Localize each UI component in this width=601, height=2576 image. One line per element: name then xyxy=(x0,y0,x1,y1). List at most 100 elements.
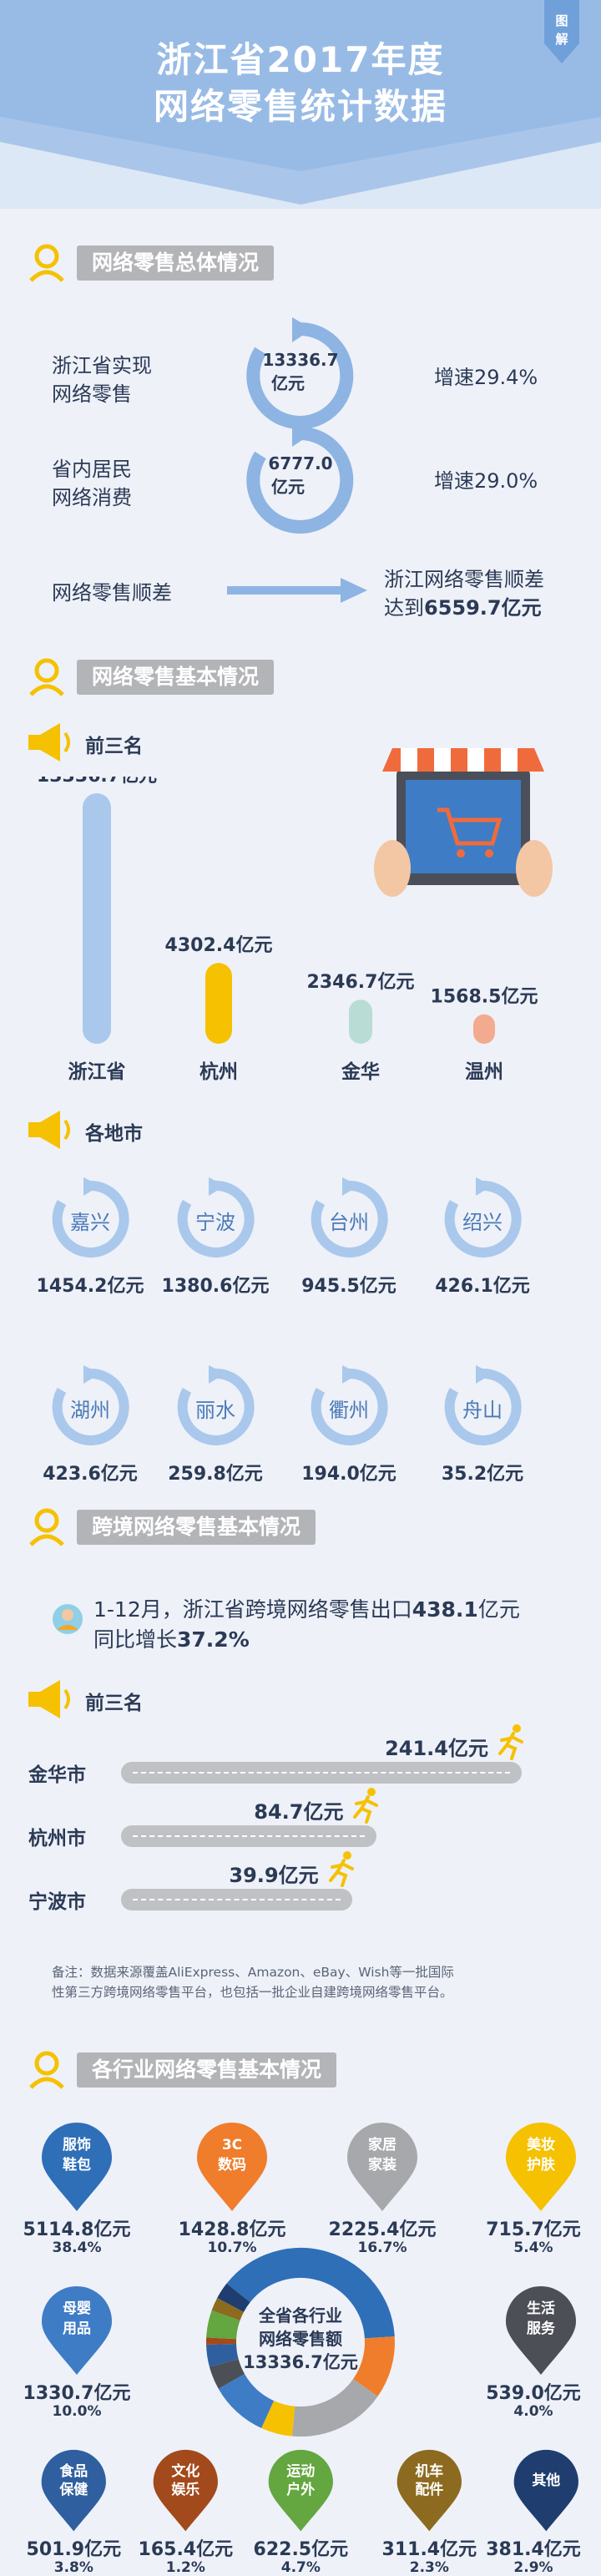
industry-percent: 2.3% xyxy=(409,2559,449,2576)
section4-title: 各行业网络零售基本情况 xyxy=(77,2052,337,2088)
header: 浙江省2017年度 网络零售统计数据 图 解 xyxy=(0,0,601,209)
donut-slice xyxy=(261,2400,295,2437)
city-name: 嘉兴 xyxy=(70,1211,110,1234)
city-ring-icon xyxy=(52,1177,129,1258)
city-name: 舟山 xyxy=(462,1399,503,1422)
tujie-badge: 图 解 xyxy=(543,0,581,67)
bar-category-label: 金华 xyxy=(341,1061,380,1083)
industry-pin-icon xyxy=(506,2123,576,2211)
tujie-char2: 解 xyxy=(555,32,568,47)
industry-value: 311.4亿元 xyxy=(381,2539,477,2561)
industry-percent: 4.7% xyxy=(280,2559,321,2576)
industry-percent: 2.9% xyxy=(513,2559,553,2576)
lane-city-label: 杭州市 xyxy=(28,1828,86,1850)
globe-avatar-icon xyxy=(53,1604,83,1634)
industry-pin-icon xyxy=(153,2449,218,2532)
city-value: 35.2亿元 xyxy=(441,1464,524,1485)
runner-icon xyxy=(498,1724,523,1760)
city-name: 绍兴 xyxy=(462,1211,503,1234)
donut-slice xyxy=(206,2343,239,2367)
city-ring-icon xyxy=(177,1177,255,1258)
section2-title: 网络零售基本情况 xyxy=(77,660,275,695)
industry-pin-icon xyxy=(42,2286,112,2375)
industry-name-line2: 家装 xyxy=(368,2157,396,2174)
s1-row2-growth: 增速29.0% xyxy=(434,469,538,493)
industry-name-line2: 配件 xyxy=(415,2481,444,2498)
s3-summary-line1: 1-12月，浙江省跨境网络零售出口438.1亿元 xyxy=(93,1593,520,1623)
city-ring-icon xyxy=(311,1177,388,1258)
s2-cities-label: 各地市 xyxy=(85,1123,143,1145)
donut-center-line2: 网络零售额 xyxy=(259,2329,342,2349)
bar-1 xyxy=(205,963,232,1044)
s3-top3-label: 前三名 xyxy=(85,1693,143,1714)
industry-value: 5114.8亿元 xyxy=(23,2219,131,2240)
industry-name-line1: 其他 xyxy=(532,2472,561,2489)
donut-slice xyxy=(211,2297,245,2321)
person-icon xyxy=(29,658,64,696)
donut-slice xyxy=(352,2336,395,2396)
s1-row3-result-line1: 浙江网络零售顺差 xyxy=(384,568,544,591)
industry-percent: 4.0% xyxy=(513,2403,553,2420)
s1-row3-label: 网络零售顺差 xyxy=(52,581,172,605)
industry-percent: 1.2% xyxy=(165,2559,205,2576)
city-name: 丽水 xyxy=(195,1399,235,1422)
header-title-line1: 浙江省2017年度 xyxy=(156,39,445,80)
industry-percent: 38.4% xyxy=(52,2239,102,2256)
s1-row1-label-line2: 网络零售 xyxy=(52,382,132,406)
donut-slice xyxy=(217,2283,250,2313)
industry-name-line2: 用品 xyxy=(63,2320,91,2337)
lane-city-label: 金华市 xyxy=(28,1764,86,1786)
donut-slice xyxy=(292,2378,378,2437)
industry-value: 501.9亿元 xyxy=(26,2539,122,2561)
lane-dashes xyxy=(133,1899,341,1900)
bar-value-label: 1568.5亿元 xyxy=(431,987,538,1008)
bar-3 xyxy=(473,1014,495,1044)
s1-row3-result-line2: 达到6559.7亿元 xyxy=(384,591,542,620)
bar-value-label: 13336.7亿元 xyxy=(37,777,157,787)
s1-row3-result-prefix: 达到 xyxy=(384,596,424,620)
lane-value-label: 241.4亿元 xyxy=(385,1737,488,1760)
s2-top3-label: 前三名 xyxy=(85,736,143,757)
growth-ring-icon xyxy=(246,317,354,429)
megaphone-icon xyxy=(28,1111,70,1149)
industry-name-line1: 母婴 xyxy=(63,2300,91,2317)
megaphone-icon xyxy=(28,1680,70,1718)
section3-title: 跨境网络零售基本情况 xyxy=(77,1510,316,1545)
industry-pin-icon xyxy=(396,2449,462,2532)
crossborder-lane-bar xyxy=(121,1825,377,1847)
industry-pin-icon xyxy=(42,2123,112,2211)
header-banner-shape xyxy=(0,0,601,205)
growth-ring-icon xyxy=(246,422,354,534)
megaphone-icon xyxy=(28,723,70,762)
industry-donut-chart xyxy=(206,2248,395,2437)
bar-value-label: 2346.7亿元 xyxy=(307,972,415,993)
industry-value: 539.0亿元 xyxy=(486,2383,581,2404)
s1-row1-ring-unit: 亿元 xyxy=(271,373,305,393)
city-name: 衢州 xyxy=(329,1399,369,1422)
industry-name-line1: 3C xyxy=(221,2137,243,2153)
s1-row2-ring-value: 6777.0 xyxy=(268,453,333,473)
city-value: 426.1亿元 xyxy=(435,1276,530,1297)
donut-slice xyxy=(206,2310,240,2340)
bar-category-label: 浙江省 xyxy=(68,1061,126,1083)
runner-icon xyxy=(353,1788,379,1824)
industry-value: 165.4亿元 xyxy=(138,2539,234,2561)
city-ring-icon xyxy=(444,1177,522,1258)
bar-category-label: 温州 xyxy=(465,1061,503,1083)
s3-note-line2: 性第三方跨境网络零售平台，也包括一批企业自建跨境网络零售平台。 xyxy=(52,1985,453,2000)
crossborder-lane-bar xyxy=(121,1762,522,1784)
city-name: 台州 xyxy=(329,1211,369,1234)
s1-row1-label-line1: 浙江省实现 xyxy=(52,354,152,377)
city-value: 194.0亿元 xyxy=(301,1464,396,1485)
industry-name-line2: 户外 xyxy=(286,2481,316,2498)
bar-2 xyxy=(349,1000,372,1044)
donut-center-line1: 全省各行业 xyxy=(259,2305,342,2325)
lane-value-label: 39.9亿元 xyxy=(229,1864,319,1887)
donut-slice xyxy=(218,2373,275,2428)
industry-value: 381.4亿元 xyxy=(486,2539,581,2561)
person-icon xyxy=(29,244,64,282)
industry-name-line2: 保健 xyxy=(59,2481,88,2498)
industry-name-line1: 美妆 xyxy=(527,2137,555,2153)
s3-summary-line2: 同比增长37.2% xyxy=(93,1623,250,1653)
city-value: 423.6亿元 xyxy=(43,1464,138,1485)
